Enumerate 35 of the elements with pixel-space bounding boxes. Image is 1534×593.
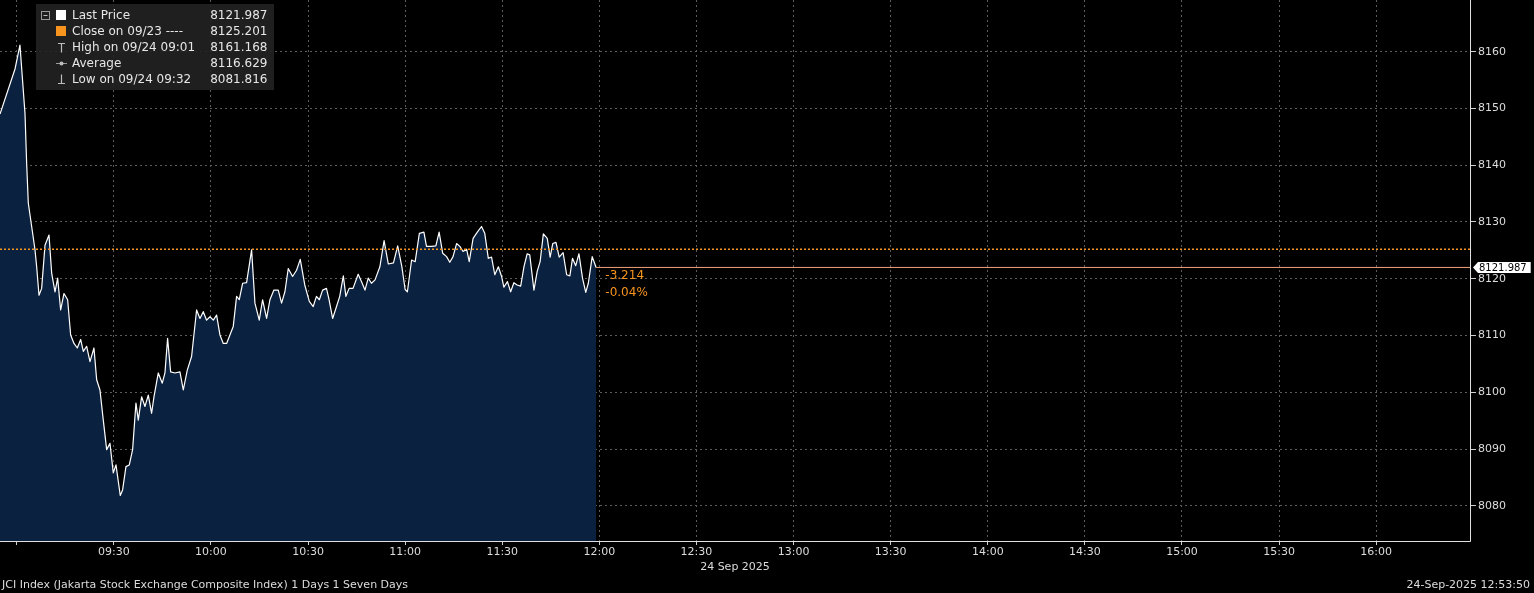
text: 8121.987 xyxy=(210,8,268,22)
x-tick-label: 14:30 xyxy=(1069,545,1101,559)
y-tick-label: 8080 xyxy=(1478,498,1506,512)
x-tick-label: 15:00 xyxy=(1166,545,1198,559)
x-tick-label: 09:30 xyxy=(97,545,130,559)
text: Low on 09/24 09:32 8081.816 xyxy=(72,72,268,86)
ref-line-label: 8121.987 xyxy=(1479,261,1527,273)
x-tick-label: 14:00 xyxy=(971,545,1004,559)
y-tick-label: 8150 xyxy=(1478,101,1506,115)
x-tick-label: 10:30 xyxy=(292,545,324,559)
y-tick-label: 8140 xyxy=(1478,158,1506,172)
text: Average 8116.629 xyxy=(72,56,268,70)
text: JCI Index (Jakarta Stock Exchange Composite Index) 1 Days 1 Seven Days xyxy=(2,577,409,593)
text: Close on 09/23 ---- 8125.201 xyxy=(72,24,268,38)
annotation: -0.04% xyxy=(605,285,648,300)
x-tick-label: 13:30 xyxy=(874,545,907,559)
annotation: -3.214 xyxy=(605,268,645,283)
y-tick-label: 8130 xyxy=(1478,214,1506,228)
x-tick-label: 12:30 xyxy=(680,545,713,559)
x-tick-label: 10:00 xyxy=(195,545,227,559)
x-tick-label: 11:00 xyxy=(389,545,421,559)
x-tick-label: 12:00 xyxy=(583,545,616,559)
text: High on 09/24 09:01 8161.168 xyxy=(72,40,268,54)
y-tick-label: 8120 xyxy=(1478,271,1506,285)
x-axis-title: 24 Sep 2025 xyxy=(700,560,770,574)
legend-label: Last Price xyxy=(72,7,132,23)
text: 24-Sep-2025 12:53:50 xyxy=(1406,577,1530,593)
x-tick-label: 11:30 xyxy=(486,545,519,559)
x-tick-label: 16:00 xyxy=(1360,545,1393,559)
x-tick-label: 15:30 xyxy=(1263,545,1295,559)
x-tick-label: 13:00 xyxy=(777,545,810,559)
y-tick-label: 8160 xyxy=(1478,44,1506,58)
y-tick-label: 8100 xyxy=(1478,385,1506,399)
y-tick-label: 8090 xyxy=(1478,441,1506,455)
y-tick-label: 8110 xyxy=(1478,328,1506,342)
